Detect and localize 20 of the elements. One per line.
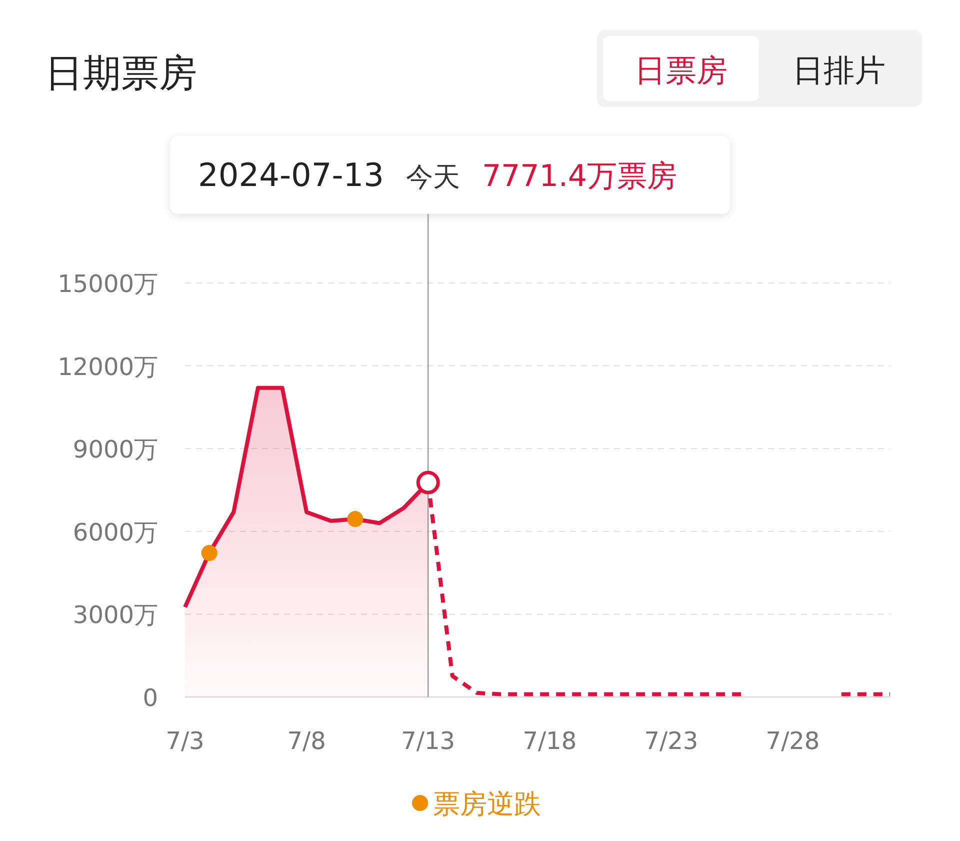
legend-label: 票房逆跌 (433, 789, 541, 820)
x-tick-label: 7/23 (644, 727, 698, 755)
y-tick-label: 12000万 (58, 352, 158, 381)
x-tick-label: 7/3 (166, 727, 204, 755)
chart-title: 日期票房 (45, 51, 197, 95)
y-tick-label: 15000万 (58, 270, 158, 298)
x-tick-label: 7/28 (766, 727, 820, 755)
y-tick-label: 9000万 (72, 436, 158, 464)
y-tick-label: 0 (142, 684, 158, 712)
text: 2024-07-13 今天 7771.4万票房 (198, 156, 677, 194)
point (416, 470, 440, 494)
x-tick-label: 7/18 (522, 727, 577, 755)
y-tick-label: 3000万 (72, 601, 158, 630)
text: 日票房 (634, 53, 728, 89)
x-tick-label: 7/13 (401, 727, 456, 755)
y-tick-label: 6000万 (72, 518, 158, 546)
text: 日排片 (792, 53, 886, 89)
point (347, 510, 364, 527)
x-tick-label: 7/8 (287, 727, 326, 755)
point (201, 544, 218, 561)
